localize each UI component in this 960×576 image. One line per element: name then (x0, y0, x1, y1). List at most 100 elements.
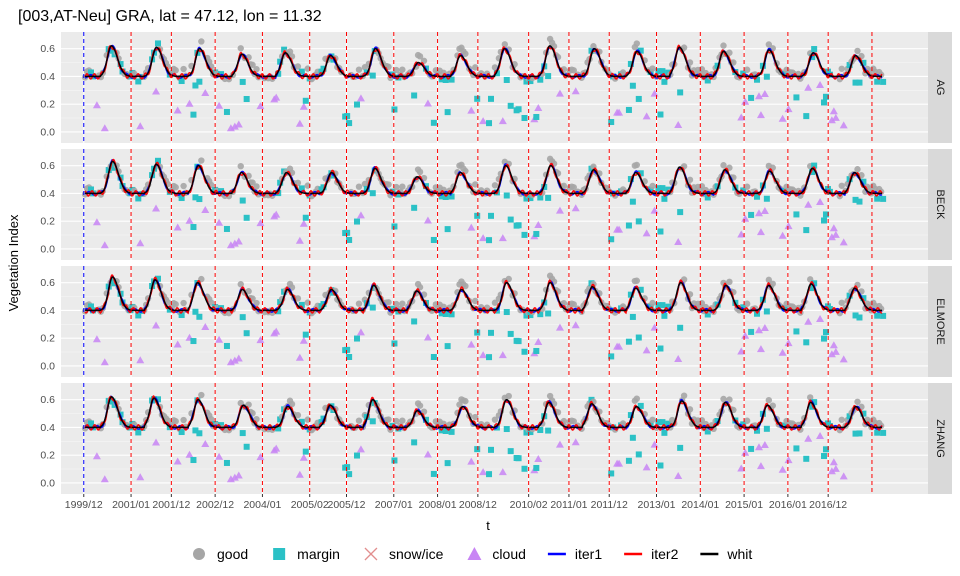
y-tick-label: 0.6 (40, 160, 55, 172)
margin-point (448, 428, 455, 435)
good-point (462, 397, 469, 405)
margin-point (521, 114, 528, 121)
x-tick-label: 2011/12 (591, 499, 628, 511)
margin-point (87, 420, 94, 427)
cloud-point (650, 89, 659, 97)
margin-point (537, 76, 544, 83)
good-point (491, 182, 499, 189)
x-tick-label: 2004/01 (243, 499, 281, 511)
cloud-point (760, 323, 769, 331)
margin-point (178, 78, 185, 85)
margin-point (763, 195, 770, 202)
margin-point (442, 76, 449, 83)
cloud-point (778, 348, 787, 356)
margin-point (135, 312, 142, 319)
margin-point (811, 162, 818, 169)
good-point (393, 300, 400, 308)
cloud-point (674, 121, 683, 129)
cloud-point (831, 113, 840, 121)
legend-label: cloud (492, 546, 525, 562)
good-point (686, 176, 694, 183)
iter2-curve (84, 274, 883, 315)
cloud-point (615, 108, 624, 116)
good-point (355, 183, 363, 190)
margin-point (87, 69, 94, 76)
margin-point (793, 211, 800, 218)
cloud-point (760, 89, 769, 97)
cloud-point (423, 216, 432, 224)
cloud-point (642, 112, 651, 120)
good-point (633, 277, 641, 284)
good-point (743, 417, 751, 424)
margin-point (196, 313, 203, 320)
margin-point (637, 170, 644, 177)
cloud-point (173, 340, 182, 348)
margin-point (821, 217, 828, 224)
legend-label: whit (726, 546, 752, 562)
margin-point (239, 197, 246, 204)
margin-point (223, 342, 230, 349)
legend-label: snow/ice (389, 546, 444, 562)
x-tick-label: 2013/01 (638, 499, 676, 511)
x-tick-label: 2001/12 (152, 499, 190, 511)
cloud-point (756, 345, 765, 353)
cloud-point (136, 239, 145, 247)
margin-point (430, 354, 437, 361)
cloud-point (356, 328, 365, 336)
margin-point (763, 73, 770, 80)
cloud-point (230, 473, 239, 481)
margin-point (659, 419, 666, 426)
margin-point (880, 312, 887, 319)
margin-point (223, 225, 230, 232)
margin-point (523, 312, 530, 319)
margin-point (629, 434, 636, 441)
x-tick-label: 2010/02 (510, 499, 548, 511)
cloud-point (234, 471, 243, 479)
margin-point (754, 427, 761, 434)
good-point (854, 47, 861, 55)
cloud-point (784, 222, 793, 230)
margin-point (781, 422, 788, 429)
good-point (393, 183, 400, 191)
margin-point (192, 308, 199, 315)
margin-point (625, 338, 632, 345)
margin-point (411, 204, 418, 211)
margin-point (811, 46, 818, 53)
good-point (838, 299, 845, 306)
good-point (462, 282, 469, 290)
margin-point (438, 310, 445, 317)
good-point (172, 184, 179, 191)
cloud-point (201, 439, 210, 447)
y-tick-label: 0.2 (40, 216, 55, 228)
cloud-point (256, 102, 265, 110)
margin-point (637, 286, 644, 293)
margin-point (637, 47, 644, 54)
margin-point (874, 78, 881, 85)
margin-point (821, 453, 828, 460)
margin-point (793, 445, 800, 452)
facet-strip (928, 383, 952, 494)
cloud-point (173, 457, 182, 465)
margin-point (661, 78, 668, 85)
cloud-point (295, 236, 304, 244)
good-point (680, 276, 688, 283)
margin-point (515, 222, 522, 229)
legend-item-whit: whit (700, 546, 752, 562)
cloud-point (674, 238, 683, 246)
margin-point (275, 308, 282, 315)
margin-point (354, 218, 361, 225)
good-point (172, 301, 179, 308)
margin-point (809, 403, 816, 410)
margin-point (714, 62, 721, 69)
cloud-point (299, 453, 308, 461)
margin-point (822, 446, 829, 453)
good-point (649, 416, 656, 424)
cloud-point (784, 456, 793, 464)
margin-point (803, 113, 810, 120)
margin-point (346, 353, 353, 360)
margin-point (655, 302, 662, 309)
good-point (180, 299, 187, 307)
good-point (570, 418, 577, 425)
good-point (237, 399, 244, 407)
cloud-point (185, 450, 194, 458)
